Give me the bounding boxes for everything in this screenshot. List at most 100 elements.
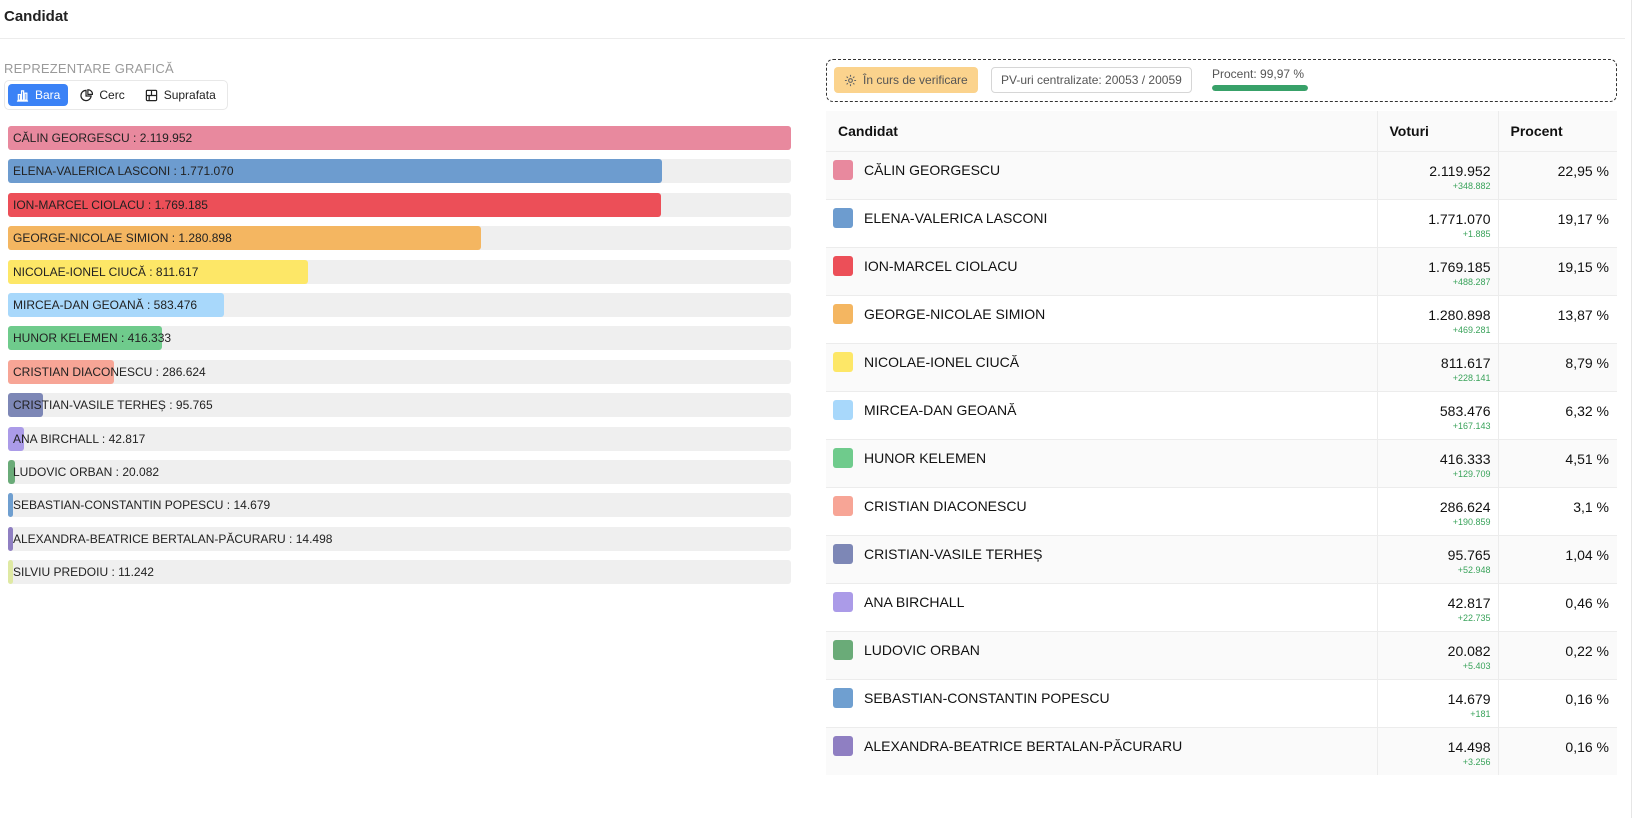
- bar[interactable]: [8, 159, 663, 184]
- bar[interactable]: [8, 393, 44, 418]
- votes-value: 95.765: [1447, 546, 1491, 563]
- votes-delta: +52.948: [1457, 564, 1491, 575]
- bar[interactable]: [8, 126, 791, 150]
- status-box: În curs de verificare PV-uri centralizat…: [826, 59, 1617, 102]
- cell-percent: 0,16 %: [1497, 726, 1617, 775]
- bar-row: GEORGE-NICOLAE SIMION : 1.280.898: [8, 226, 791, 251]
- bar[interactable]: [8, 560, 13, 585]
- percent-value: 4,51 %: [1565, 450, 1609, 467]
- percent-value: 22,95 %: [1557, 162, 1609, 179]
- votes-value: 14.498: [1447, 738, 1491, 755]
- table-header-row: Candidat Voturi Procent: [826, 111, 1617, 151]
- cell-percent: 13,87 %: [1497, 294, 1617, 343]
- bar-row: NICOLAE-IONEL CIUCĂ : 811.617: [8, 259, 791, 284]
- cell-candidate: LUDOVIC ORBAN: [826, 630, 1377, 679]
- bar[interactable]: [8, 460, 16, 484]
- tab-area-chart[interactable]: Suprafata: [137, 84, 224, 106]
- candidate-name: ANA BIRCHALL: [864, 593, 965, 610]
- cell-percent: 0,46 %: [1497, 582, 1617, 631]
- bar-label: ELENA-VALERICA LASCONI : 1.771.070: [13, 164, 234, 179]
- cell-votes: 1.769.185 +488.287: [1376, 246, 1498, 295]
- votes-delta: +5.403: [1462, 660, 1491, 671]
- bar[interactable]: [8, 226, 482, 251]
- cell-percent: 19,15 %: [1497, 246, 1617, 295]
- bar[interactable]: [8, 526, 14, 551]
- votes-delta: +348.882: [1452, 180, 1491, 191]
- table-row: HUNOR KELEMEN 416.333 +129.709 4,51 %: [826, 438, 1617, 487]
- bar-label: CRISTIAN-VASILE TERHEȘ : 95.765: [13, 398, 213, 413]
- tab-bar-label: Bara: [35, 88, 61, 102]
- pv-count-badge: PV-uri centralizate: 20053 / 20059: [991, 67, 1192, 93]
- bar-row: CRISTIAN-VASILE TERHEȘ : 95.765: [8, 393, 791, 418]
- bar-label: GEORGE-NICOLAE SIMION : 1.280.898: [13, 231, 232, 246]
- votes-delta: +1.885: [1462, 228, 1491, 239]
- percent-value: 0,16 %: [1565, 690, 1609, 707]
- bar-label: SILVIU PREDOIU : 11.242: [13, 565, 154, 580]
- page-title: Candidat: [4, 8, 69, 25]
- table-row: ANA BIRCHALL 42.817 +22.735 0,46 %: [826, 582, 1617, 631]
- results-table: Candidat Voturi Procent CĂLIN GEORGESCU 2…: [826, 111, 1617, 775]
- cell-candidate: GEORGE-NICOLAE SIMION: [826, 294, 1377, 343]
- bar-label: LUDOVIC ORBAN : 20.082: [13, 465, 160, 479]
- gear-icon: [844, 74, 857, 86]
- bar[interactable]: [8, 426, 24, 451]
- votes-value: 1.769.185: [1428, 258, 1491, 275]
- votes-value: 1.771.070: [1428, 210, 1491, 227]
- progress: Procent: 99,97 %: [1212, 67, 1310, 91]
- cell-percent: 3,1 %: [1497, 486, 1617, 535]
- votes-delta: +3.256: [1462, 756, 1491, 767]
- votes-delta: +167.143: [1452, 420, 1491, 431]
- percent-value: 6,32 %: [1565, 402, 1609, 419]
- color-swatch: [833, 447, 853, 468]
- bar[interactable]: [8, 192, 662, 217]
- cell-votes: 286.624 +190.859: [1376, 486, 1498, 535]
- cell-candidate: ALEXANDRA-BEATRICE BERTALAN-PĂCURARU: [826, 726, 1377, 775]
- cell-votes: 2.119.952 +348.882: [1376, 150, 1498, 199]
- bar[interactable]: [8, 259, 308, 284]
- cell-candidate: ANA BIRCHALL: [826, 582, 1377, 631]
- bar-label: MIRCEA-DAN GEOANĂ : 583.476: [13, 298, 198, 312]
- table-row: CRISTIAN-VASILE TERHEȘ 95.765 +52.948 1,04 …: [826, 534, 1617, 583]
- bar-row: SEBASTIAN-CONSTANTIN POPESCU : 14.679: [8, 493, 791, 518]
- votes-delta: +129.709: [1452, 468, 1491, 479]
- cell-votes: 20.082 +5.403: [1376, 630, 1498, 679]
- tab-pie-chart[interactable]: Cerc: [72, 84, 132, 106]
- votes-value: 286.624: [1439, 498, 1491, 515]
- color-swatch: [833, 687, 853, 708]
- tab-bar-chart[interactable]: Bara: [8, 84, 69, 106]
- table-row: CRISTIAN DIACONESCU 286.624 +190.859 3,1 %: [826, 486, 1617, 535]
- bar[interactable]: [8, 326, 162, 351]
- bar[interactable]: [8, 493, 14, 518]
- table-row: NICOLAE-IONEL CIUCĂ 811.617 +228.141 8,79 %: [826, 342, 1617, 391]
- table-row: CĂLIN GEORGESCU 2.119.952 +348.882 22,95 %: [826, 150, 1617, 199]
- cell-percent: 6,32 %: [1497, 390, 1617, 439]
- cell-votes: 14.679 +181: [1376, 678, 1498, 727]
- cell-percent: 22,95 %: [1497, 150, 1617, 199]
- top-header: Candidat: [0, 0, 1625, 39]
- bar[interactable]: [8, 293, 224, 317]
- candidate-name: CRISTIAN-VASILE TERHEȘ: [864, 545, 1043, 562]
- bar-label: NICOLAE-IONEL CIUCĂ : 811.617: [13, 264, 199, 279]
- percent-value: 0,16 %: [1565, 738, 1609, 755]
- cell-votes: 583.476 +167.143: [1376, 390, 1498, 439]
- votes-delta: +488.287: [1452, 276, 1491, 287]
- table-row: ION-MARCEL CIOLACU 1.769.185 +488.287 19,15…: [826, 246, 1617, 295]
- scrollbar-edge: [1631, 0, 1632, 818]
- bar-label: HUNOR KELEMEN : 416.333: [13, 331, 172, 346]
- bar[interactable]: [8, 359, 114, 384]
- table-row: MIRCEA-DAN GEOANĂ 583.476 +167.143 6,32 %: [826, 390, 1617, 439]
- bar-row: HUNOR KELEMEN : 416.333: [8, 326, 791, 351]
- header-votes: Voturi: [1376, 111, 1498, 151]
- table-row: SEBASTIAN-CONSTANTIN POPESCU 14.679 +181 0,…: [826, 678, 1617, 727]
- percent-value: 13,87 %: [1557, 306, 1609, 323]
- cell-candidate: CRISTIAN DIACONESCU: [826, 486, 1377, 535]
- candidate-name: SEBASTIAN-CONSTANTIN POPESCU: [864, 689, 1110, 706]
- votes-value: 1.280.898: [1428, 306, 1491, 323]
- color-swatch: [833, 639, 853, 660]
- color-swatch: [833, 303, 853, 324]
- color-swatch: [833, 159, 853, 180]
- bar-label: SEBASTIAN-CONSTANTIN POPESCU : 14.679: [13, 498, 271, 513]
- percent-value: 19,15 %: [1557, 258, 1609, 275]
- cell-percent: 0,22 %: [1497, 630, 1617, 679]
- bar-row: ION-MARCEL CIOLACU : 1.769.185: [8, 192, 791, 217]
